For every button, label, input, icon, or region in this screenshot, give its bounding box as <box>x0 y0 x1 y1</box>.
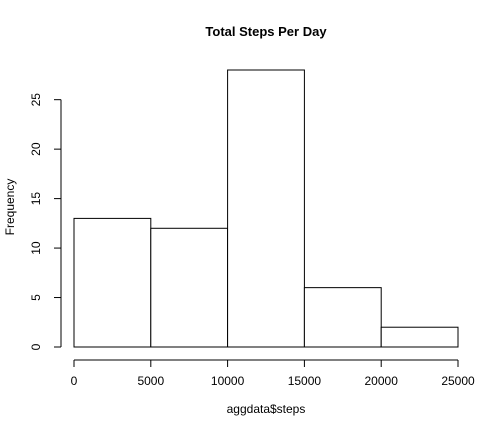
y-tick-label: 5 <box>29 294 43 301</box>
y-axis-label: Frequency <box>3 179 17 236</box>
histogram-bar-1 <box>150 227 229 348</box>
chart-title: Total Steps Per Day <box>205 24 327 39</box>
y-axis: 0 5 10 15 20 25 <box>29 93 62 350</box>
histogram-bar-3 <box>303 287 382 348</box>
histogram-bar-0 <box>73 217 152 348</box>
x-tick-label: 5000 <box>137 374 164 388</box>
y-tick-label: 25 <box>29 93 43 107</box>
x-tick-label: 25000 <box>441 374 475 388</box>
x-tick-label: 15000 <box>288 374 322 388</box>
histogram-bar-2 <box>227 69 305 348</box>
x-axis-label: aggdata$steps <box>227 402 306 416</box>
x-tick-label: 0 <box>71 374 78 388</box>
x-tick-label: 10000 <box>211 374 245 388</box>
y-tick-label: 0 <box>29 343 43 350</box>
bars-group <box>73 69 459 348</box>
y-tick-label: 15 <box>29 192 43 206</box>
x-axis: 0 5000 10000 15000 20000 25000 <box>71 359 475 388</box>
histogram-bar-4 <box>380 326 459 348</box>
y-tick-label: 20 <box>29 142 43 156</box>
x-tick-label: 20000 <box>365 374 399 388</box>
y-tick-label: 10 <box>29 241 43 255</box>
